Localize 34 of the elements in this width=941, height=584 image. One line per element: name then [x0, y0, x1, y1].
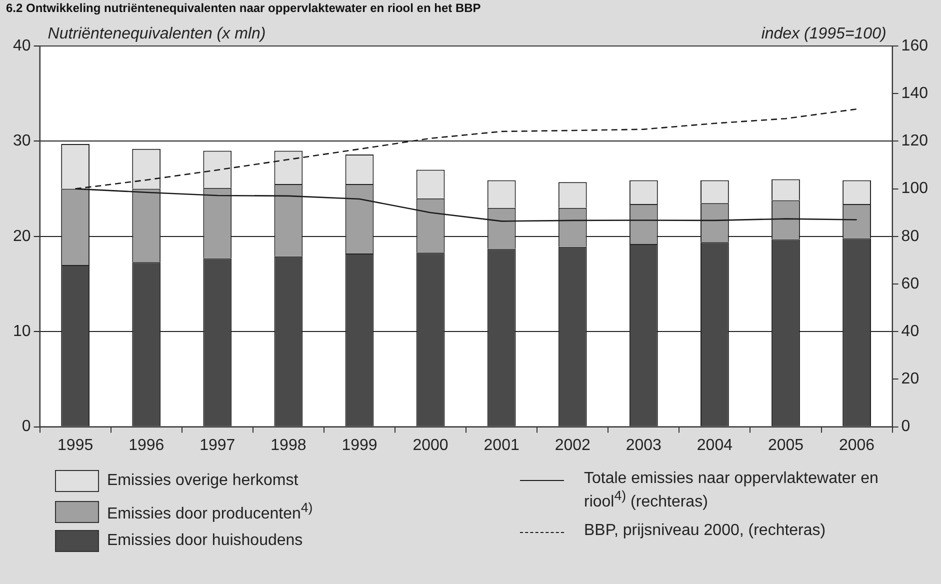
y2-tick-label: 100 [901, 180, 928, 198]
x-tick-label: 2004 [696, 436, 733, 454]
legend-label: Emissies door producenten$^{4)}$ [107, 500, 313, 524]
x-tick-label: 1997 [200, 436, 236, 454]
x-tick-label: 1998 [270, 436, 306, 454]
x-tick-label: 2005 [768, 436, 804, 454]
y-tick-label: 20 [13, 228, 31, 245]
y2-tick-label: 160 [901, 37, 928, 54]
y2-tick-label: 80 [901, 228, 920, 245]
y2-tick-label: 20 [901, 370, 920, 388]
y2-tick-label: 140 [901, 85, 928, 102]
x-tick-label: 2000 [412, 436, 448, 454]
legend-label: Totale emissies naar oppervlaktewater en riool$^{4)}$ (rechteras) [584, 470, 880, 512]
x-tick-label: 2001 [484, 436, 520, 454]
y2-tick-label: 40 [901, 323, 920, 340]
x-tick-label: 2003 [626, 436, 662, 454]
y-axis-title: Nutriëntenequivalenten (x mln) [48, 25, 266, 42]
chart-title: 6.2 Ontwikkeling nutriëntenequivalenten naar oppervlaktewater en riool en het BBP [6, 1, 481, 15]
y2-tick-label: 60 [901, 275, 920, 292]
y2-tick-label: 120 [901, 132, 928, 150]
y-tick-label: 30 [13, 132, 31, 150]
y-tick-label: 0 [22, 418, 31, 436]
y2-tick-label: 0 [901, 418, 910, 436]
x-tick-label: 1996 [128, 436, 164, 454]
x-tick-label: 1995 [58, 436, 94, 454]
x-tick-label: 2006 [838, 436, 875, 454]
y2-axis-title: index (1995=100) [761, 25, 886, 42]
legend-label: BBP, prijsniveau 2000, (rechteras) [584, 522, 827, 540]
x-tick-label: 1999 [342, 436, 378, 454]
legend-label: Emissies door huishoudens [107, 532, 303, 550]
y-tick-label: 40 [13, 37, 31, 54]
x-tick-label: 2002 [554, 436, 591, 454]
y-tick-label: 10 [13, 323, 31, 340]
legend-label: Emissies overige herkomst [107, 472, 298, 490]
